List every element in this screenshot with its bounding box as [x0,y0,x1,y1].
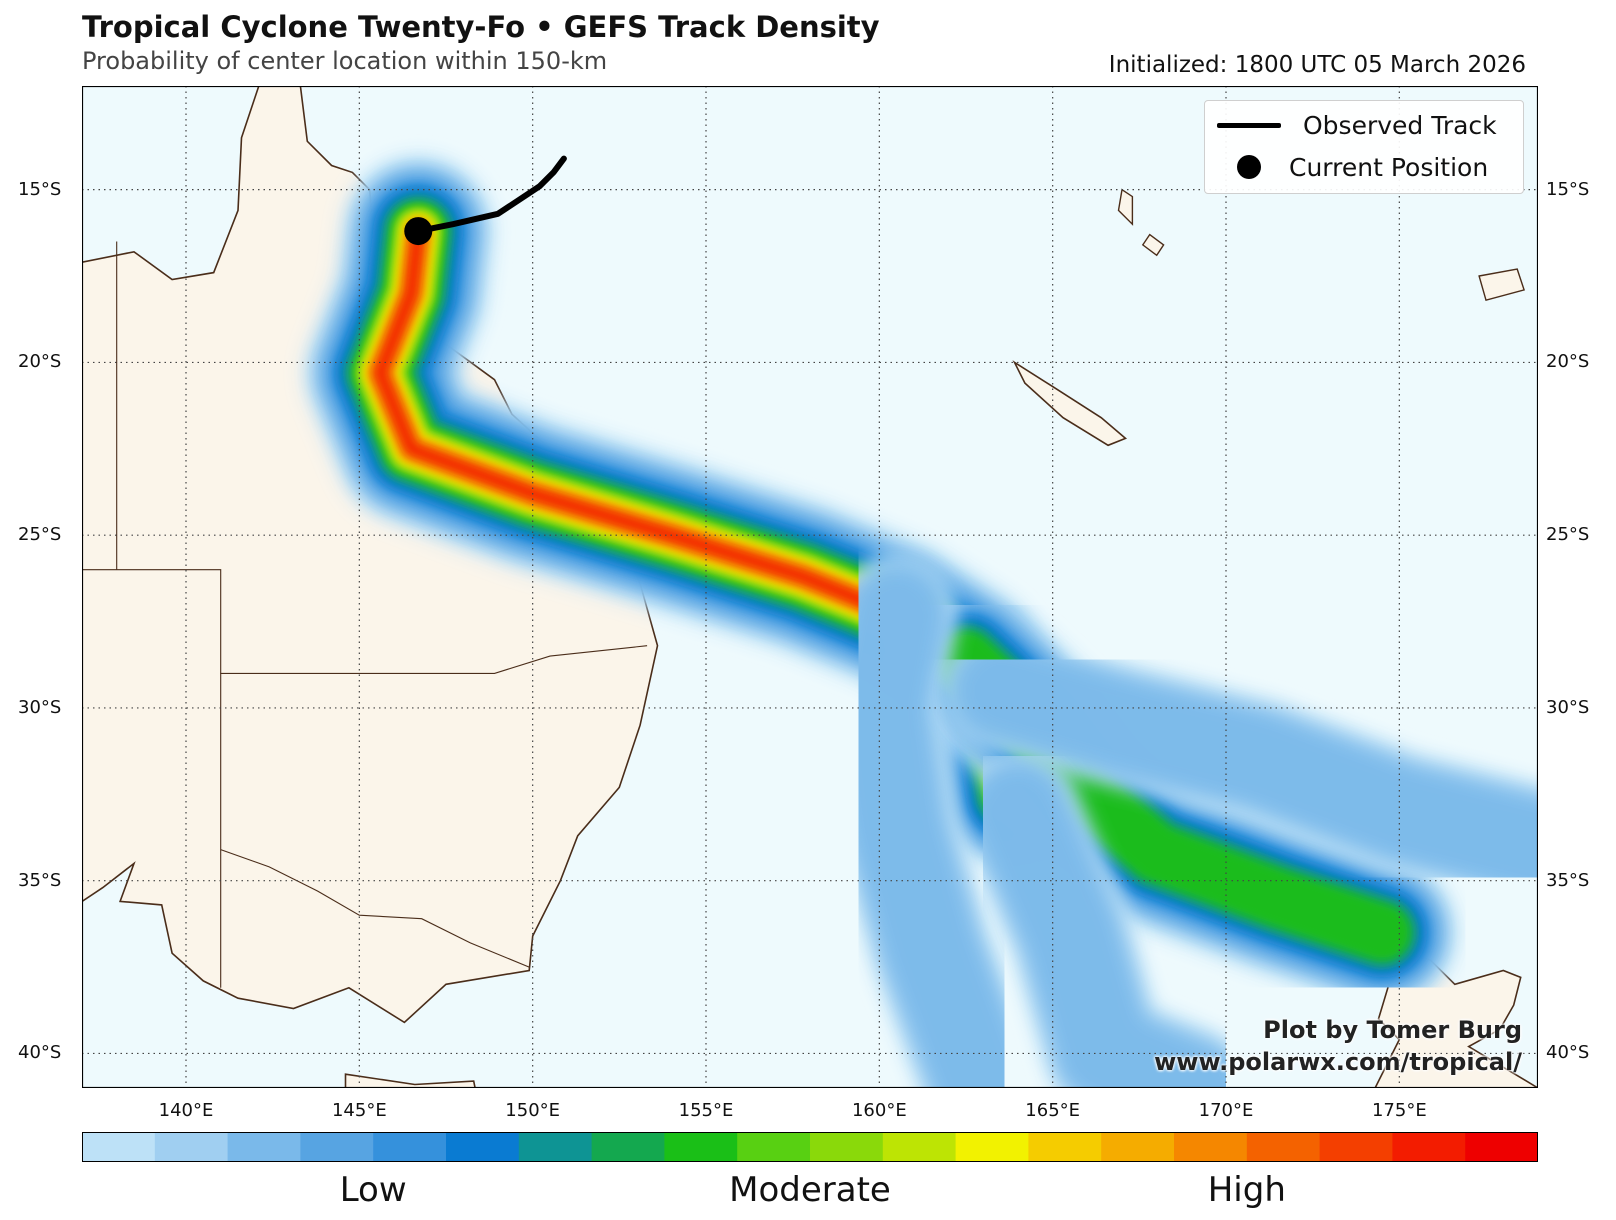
colorbar-swatch [82,1132,156,1162]
position-dot-swatch [1237,155,1261,179]
colorbar-swatch [1392,1132,1466,1162]
track-line-swatch [1217,122,1281,128]
colorbar-frame [82,1132,1538,1162]
latitude-tick-label: 15°S [18,178,62,200]
longitude-tick-label: 155°E [678,1100,734,1121]
latitude-tick-label: 25°S [18,524,62,546]
legend-item-position: Current Position [1217,147,1488,187]
colorbar-label: Low [339,1170,407,1210]
longitude-tick-label: 145°E [331,1100,387,1121]
new-caledonia-landmass [1012,360,1128,447]
legend-track-label: Observed Track [1303,110,1497,140]
tasmania-landmass [344,1073,476,1088]
map-subtitle: Probability of center location within 15… [82,47,608,75]
latitude-tick-label: 40°S [1546,1042,1590,1064]
density-band [949,639,1538,898]
longitude-tick-label: 150°E [505,1100,561,1121]
colorbar-swatch [154,1132,229,1162]
colorbar-swatch [227,1132,301,1162]
legend-position-label: Current Position [1289,152,1489,182]
density-swath-southwest [819,554,1044,1088]
colorbar-swatch [1028,1132,1102,1162]
longitude-tick-label: 170°E [1198,1100,1254,1121]
state-border-line [220,849,530,968]
colorbar-swatch [955,1132,1029,1162]
colorbar-swatch [737,1132,811,1162]
colorbar-swatch [664,1132,738,1162]
current-position-marker [404,217,433,246]
vanuatu-island [1117,188,1134,226]
credit-url: www.polarwx.com/tropical/ [1154,1048,1522,1076]
legend-item-track: Observed Track [1217,105,1497,145]
colorbar-swatch [1465,1132,1538,1162]
density-band [966,760,1243,1088]
density-colorbar [82,1132,1538,1162]
density-swath-far-east [940,630,1538,907]
longitude-tick-label: 160°E [851,1100,907,1121]
initialized-time: Initialized: 1800 UTC 05 March 2026 [1108,52,1526,78]
longitude-tick-label: 140°E [158,1100,214,1121]
latitude-tick-label: 35°S [18,869,62,891]
latitude-tick-label: 25°S [1546,524,1590,546]
colorbar-label: High [1207,1170,1286,1210]
observed-track-line [415,155,567,235]
map-title: Tropical Cyclone Twenty-Fo • GEFS Track … [82,10,880,44]
latitude-tick-label: 40°S [18,1042,62,1064]
state-borders [82,241,648,988]
colorbar-swatch [810,1132,884,1162]
latitude-tick-label: 30°S [1546,696,1590,718]
latitude-tick-label: 20°S [1546,351,1590,373]
track-density-map [82,86,1538,1088]
longitude-tick-label: 165°E [1025,1100,1081,1121]
lat-lon-grid [82,86,1538,1088]
density-swath-south [958,751,1252,1088]
map-frame [82,86,1538,1088]
fiji-island [1478,268,1525,302]
map-legend: Observed Track Current Position [1204,100,1524,194]
state-border-line [82,569,648,674]
colorbar-swatch [446,1132,520,1162]
colorbar-swatch [591,1132,665,1162]
colorbar-swatch [1319,1132,1393,1162]
colorbar-label: Moderate [729,1170,891,1210]
vanuatu-island [1141,233,1165,257]
colorbar-swatch [1174,1132,1248,1162]
density-band [828,563,1035,1088]
latitude-tick-label: 15°S [1546,178,1590,200]
longitude-tick-label: 175°E [1371,1100,1427,1121]
credit-author: Plot by Tomer Burg [1263,1016,1522,1044]
colorbar-swatch [882,1132,957,1162]
colorbar-swatch [518,1132,593,1162]
colorbar-swatch [1101,1132,1175,1162]
colorbar-swatch [373,1132,447,1162]
latitude-tick-label: 35°S [1546,869,1590,891]
latitude-tick-label: 30°S [18,696,62,718]
latitude-tick-label: 20°S [18,351,62,373]
colorbar-swatch [300,1132,374,1162]
colorbar-swatch [1246,1132,1321,1162]
